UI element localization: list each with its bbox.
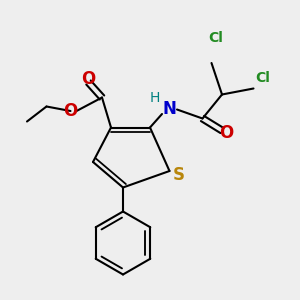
Text: Cl: Cl [255,71,270,85]
Text: O: O [63,102,78,120]
Text: Cl: Cl [208,31,224,44]
Text: S: S [172,167,184,184]
Text: H: H [149,91,160,104]
Text: O: O [81,70,96,88]
Text: N: N [163,100,176,118]
Text: O: O [219,124,234,142]
